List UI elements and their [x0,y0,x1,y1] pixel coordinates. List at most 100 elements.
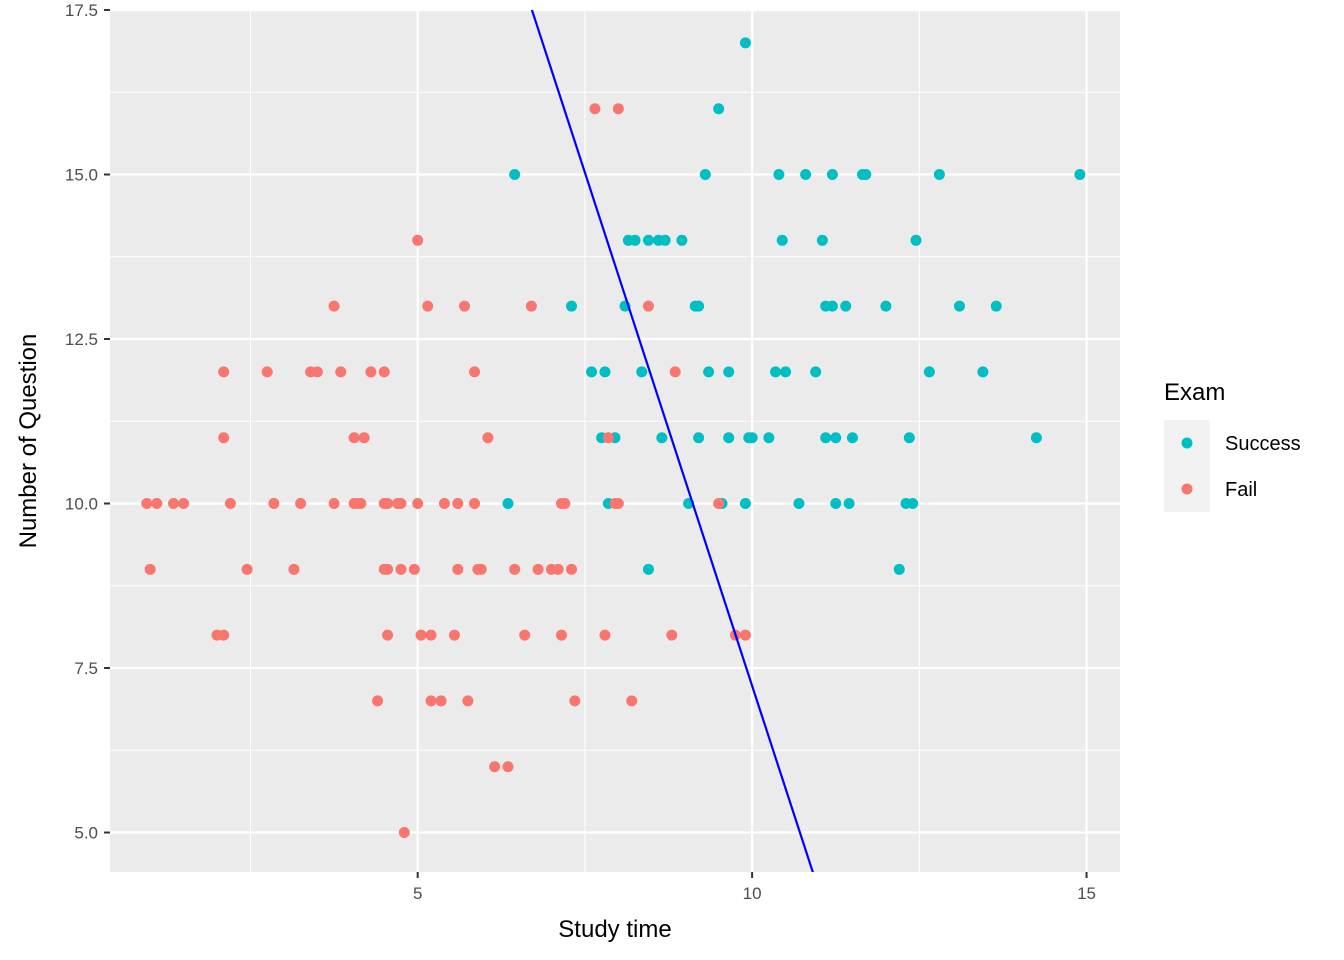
fit-line [530,10,814,872]
point-fail [311,366,323,378]
x-tick-label: 10 [743,884,762,903]
point-fail [469,498,481,510]
point-fail [452,498,464,510]
point-success [903,432,915,444]
point-success [703,366,715,378]
point-fail [398,827,410,839]
point-success [693,300,705,312]
point-success [793,498,805,510]
point-fail [224,498,236,510]
legend-key-success [1181,437,1193,449]
point-success [907,498,919,510]
point-fail [144,563,156,575]
point-fail [626,695,638,707]
point-fail [415,629,427,641]
point-fail [425,695,437,707]
x-axis-title: Study time [558,916,671,943]
point-fail [532,563,544,575]
point-fail [395,563,407,575]
legend: Exam Success Fail [1164,379,1301,512]
point-fail [295,498,307,510]
point-success [826,169,838,181]
point-fail [599,629,611,641]
point-fail [642,300,654,312]
point-fail [395,498,407,510]
point-fail [382,563,394,575]
point-success [840,300,852,312]
point-fail [435,695,447,707]
decision-boundary [530,10,814,872]
point-fail [666,629,678,641]
point-fail [552,563,564,575]
point-fail [669,366,681,378]
y-tick-label: 5.0 [74,824,98,843]
point-fail [358,432,370,444]
point-fail [462,695,474,707]
point-success [816,234,828,246]
point-success [830,498,842,510]
point-success [693,432,705,444]
point-success [656,432,668,444]
point-fail [452,563,464,575]
legend-title: Exam [1164,379,1225,406]
point-fail [328,498,340,510]
point-success [746,432,758,444]
point-fail [438,498,450,510]
point-fail [288,563,300,575]
y-tick-label: 15.0 [65,166,98,185]
point-fail [713,498,725,510]
point-success [860,169,872,181]
point-fail [412,498,424,510]
point-success [739,498,751,510]
point-fail [412,234,424,246]
point-success [642,234,654,246]
point-fail [589,103,601,115]
point-fail [408,563,420,575]
point-success [636,366,648,378]
point-success [629,234,641,246]
point-fail [151,498,163,510]
point-success [910,234,922,246]
minor-gridlines [110,10,1120,872]
point-success [820,432,832,444]
point-fail [469,366,481,378]
y-tick-label: 10.0 [65,495,98,514]
point-fail [555,629,567,641]
point-success [599,366,611,378]
point-success [509,169,521,181]
point-fail [168,498,180,510]
legend-key-fail [1181,483,1193,495]
point-fail [365,366,377,378]
point-success [763,432,775,444]
point-fail [382,498,394,510]
point-success [1074,169,1086,181]
y-tick-label: 17.5 [65,1,98,20]
y-tick-label: 7.5 [74,659,98,678]
point-success [977,366,989,378]
point-success [773,169,785,181]
point-success [723,432,735,444]
point-success [810,366,822,378]
point-fail [739,629,751,641]
point-fail [328,300,340,312]
point-success [826,300,838,312]
point-fail [422,300,434,312]
point-success [586,366,598,378]
point-fail [566,563,578,575]
point-success [739,37,751,49]
point-success [642,563,654,575]
point-fail [218,432,230,444]
point-fail [525,300,537,312]
point-fail [335,366,347,378]
point-success [933,169,945,181]
point-fail [448,629,460,641]
point-fail [382,629,394,641]
point-fail [612,498,624,510]
data-points [141,37,1086,839]
point-fail [459,300,471,312]
point-success [699,169,711,181]
point-success [830,432,842,444]
point-success [780,366,792,378]
point-success [893,563,905,575]
